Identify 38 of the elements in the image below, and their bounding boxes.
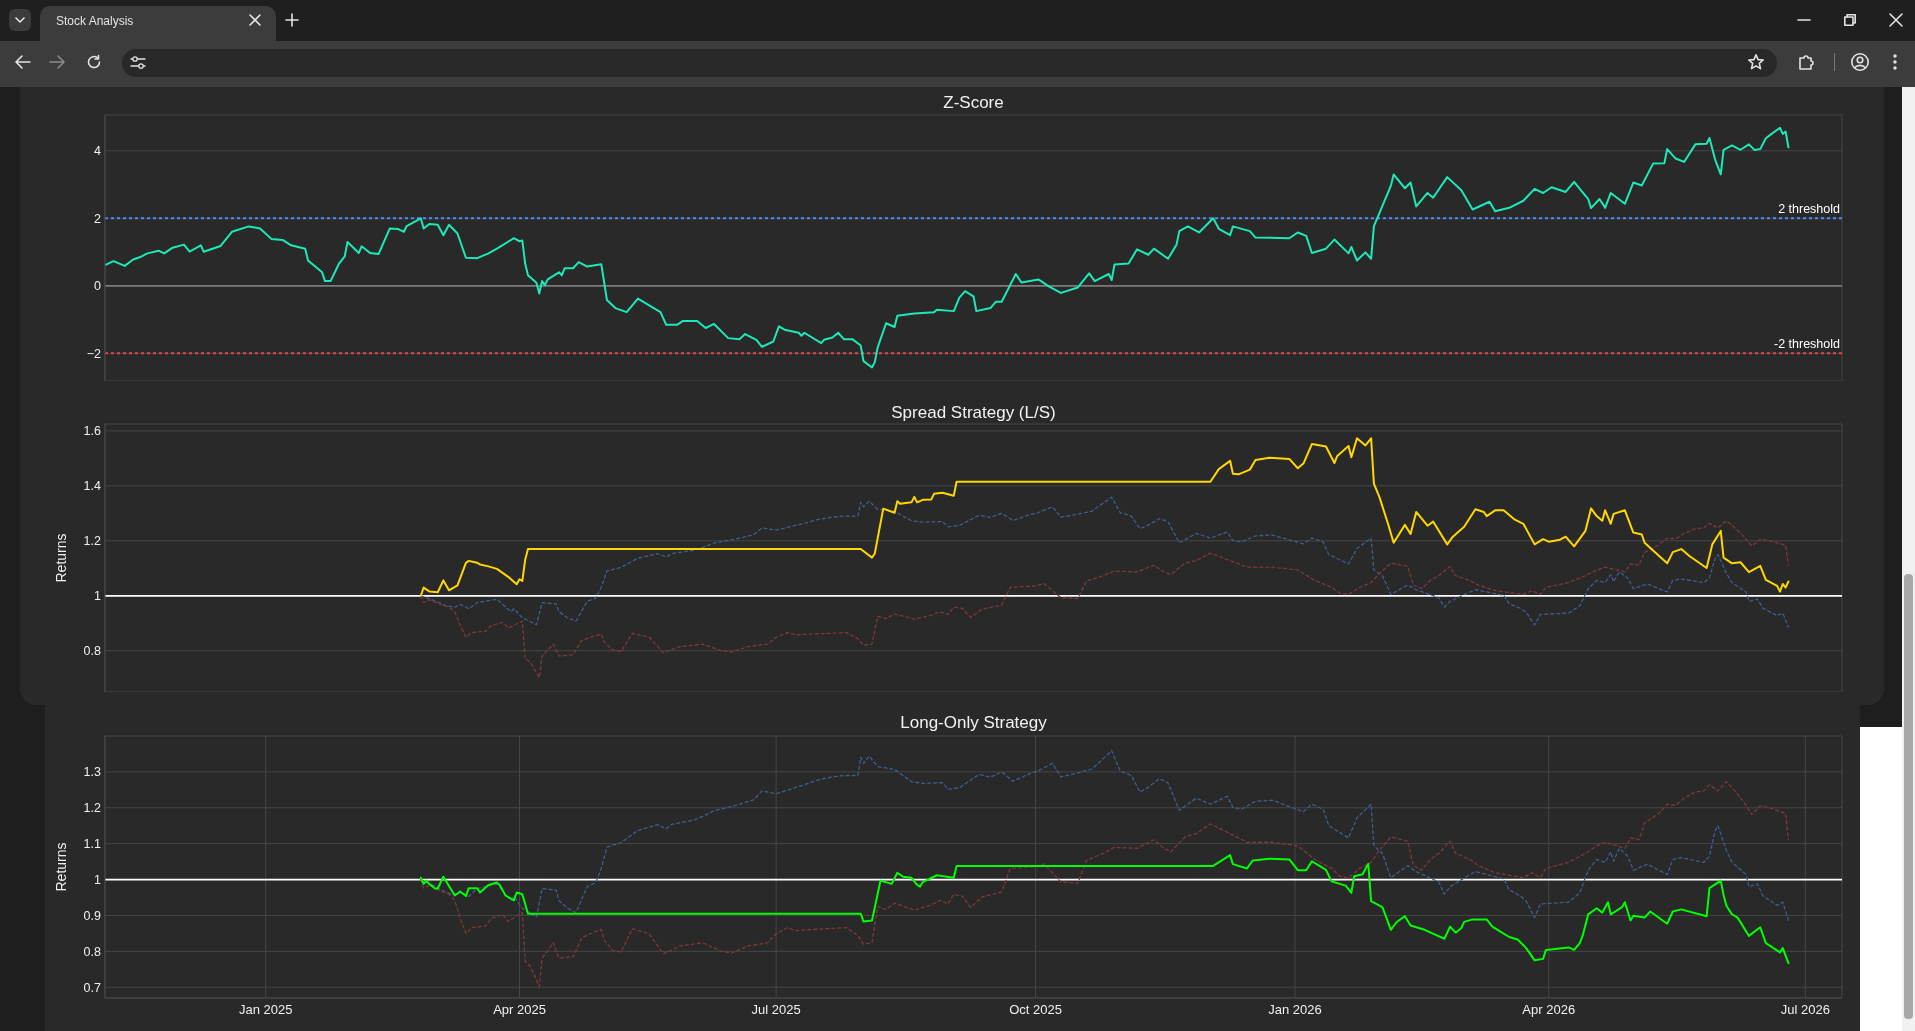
y-axis-title: Returns xyxy=(53,842,69,892)
ref-line-label: 2 threshold xyxy=(1778,202,1841,217)
x-tick-label: Jan 2026 xyxy=(1268,1002,1322,1018)
chart-title: Spread Strategy (L/S) xyxy=(890,403,1057,423)
y-tick-label: 0.9 xyxy=(83,908,102,923)
y-tick-label: 1.2 xyxy=(83,534,102,549)
line-series xyxy=(420,750,1790,922)
x-tick-label: Apr 2025 xyxy=(493,1002,546,1018)
y-tick-label: 0.7 xyxy=(83,980,102,995)
y-tick-label: 0 xyxy=(94,279,102,294)
x-tick-label: Jan 2025 xyxy=(238,1002,293,1018)
y-tick-label: 1.4 xyxy=(83,479,102,494)
chart-title: Z-Score xyxy=(942,93,1005,113)
text: Stock Analysis xyxy=(56,14,134,28)
y-tick-label: 0.8 xyxy=(83,644,102,659)
y-tick-label: −2 xyxy=(86,346,102,361)
y-tick-label: 2 xyxy=(94,211,102,226)
line-series xyxy=(420,780,1790,988)
y-tick-label: 1.3 xyxy=(83,765,102,780)
x-tick-label: Jul 2025 xyxy=(751,1002,801,1018)
line-series xyxy=(419,437,1790,597)
x-tick-label: Jul 2026 xyxy=(1780,1002,1830,1018)
line-series xyxy=(419,854,1790,965)
y-tick-label: 1.6 xyxy=(83,424,102,439)
chart-title: Long-Only Strategy xyxy=(899,713,1048,733)
x-tick-label: Oct 2025 xyxy=(1009,1002,1062,1018)
y-tick-label: 1.2 xyxy=(83,801,102,816)
line-series xyxy=(105,126,1790,369)
y-tick-label: 4 xyxy=(94,144,102,159)
y-tick-label: 0.8 xyxy=(83,944,102,959)
x-tick-label: Apr 2026 xyxy=(1522,1002,1576,1018)
y-tick-label: 1.1 xyxy=(83,837,102,852)
line-series xyxy=(420,520,1790,679)
ref-line-label: -2 threshold xyxy=(1773,337,1841,352)
line-series xyxy=(420,496,1790,628)
y-tick-label: 1 xyxy=(94,589,102,604)
y-tick-label: 1 xyxy=(94,873,102,887)
y-axis-title: Returns xyxy=(53,533,69,583)
